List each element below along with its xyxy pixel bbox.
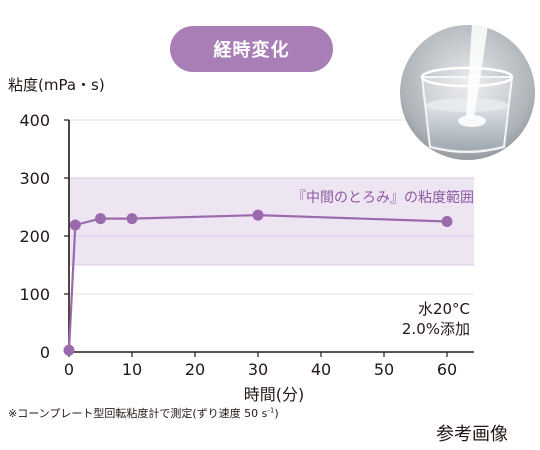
footnote-superscript: -1 [267,406,275,415]
data-point [252,209,264,221]
y-axis-label: 粘度(mPa・s) [8,76,105,94]
y-tick-label: 400 [19,111,50,130]
x-tick-label: 50 [374,360,394,379]
badge-elapsed-time: 経時変化 [170,26,333,72]
annotation-temperature: 水20°C [418,300,470,318]
x-tick-label: 30 [248,360,268,379]
data-point [69,219,81,231]
data-point [126,213,138,225]
data-point [95,213,106,225]
series-line [67,214,448,351]
footnote-text: ※コーンプレート型回転粘度計で測定(ずり速度 50 s [8,407,268,420]
data-point [63,344,75,356]
y-tick-label: 0 [40,343,50,362]
annotation-concentration: 2.0%添加 [402,320,470,338]
y-tick-label: 200 [19,227,50,246]
x-axis-label: 時間(分) [243,385,305,404]
x-tick-label: 60 [437,360,457,379]
y-tick-label: 300 [19,169,50,188]
x-tick-label: 40 [311,360,331,379]
data-point [441,216,453,227]
footnote: ※コーンプレート型回転粘度計で測定(ずり速度 50 s-1) [8,405,279,421]
glass-of-water-powder-icon [400,25,535,160]
y-tick-label: 100 [19,285,50,304]
reference-image-label: 参考画像 [436,424,508,445]
x-tick-label: 0 [64,360,74,379]
footnote-close: ) [274,407,279,420]
x-tick-label: 20 [185,360,205,379]
x-tick-label: 10 [122,360,142,379]
band-label: 『中間のとろみ』の粘度範囲 [292,189,474,206]
badge-label: 経時変化 [213,40,290,61]
